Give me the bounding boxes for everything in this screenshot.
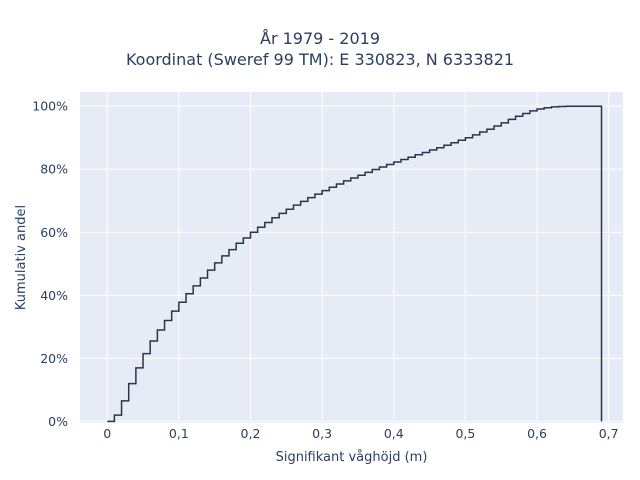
y-tick-label: 100% xyxy=(32,99,68,114)
plot-area xyxy=(80,92,623,423)
y-tick-label: 60% xyxy=(40,225,68,240)
y-tick-label: 0% xyxy=(48,414,68,429)
x-tick-label: 0,3 xyxy=(312,426,332,441)
tick-labels: 0 0,1 0,2 0,3 0,4 0,5 0,6 0,7 0% 20% 40% 60% 80% 100% xyxy=(32,99,618,441)
x-axis-title: Signifikant våghöjd (m) xyxy=(276,450,428,465)
data-layer xyxy=(107,105,603,423)
x-tick-label: 0,4 xyxy=(384,426,404,441)
chart-title-line-2: Koordinat (Sweref 99 TM): E 330823, N 63… xyxy=(125,50,515,69)
y-tick-label: 40% xyxy=(40,288,68,303)
y-tick-label: 80% xyxy=(40,162,68,177)
y-axis-title: Kumulativ andel xyxy=(14,205,29,310)
grid xyxy=(80,92,623,423)
x-tick-label: 0,7 xyxy=(599,426,619,441)
chart-title-line-1: År 1979 - 2019 xyxy=(260,29,380,48)
x-tick-label: 0 xyxy=(103,426,111,441)
x-tick-label: 0,2 xyxy=(241,426,261,441)
x-tick-label: 0,5 xyxy=(455,426,475,441)
x-tick-label: 0,1 xyxy=(169,426,189,441)
x-tick-label: 0,6 xyxy=(527,426,547,441)
series-line xyxy=(107,105,603,423)
y-tick-label: 20% xyxy=(40,351,68,366)
